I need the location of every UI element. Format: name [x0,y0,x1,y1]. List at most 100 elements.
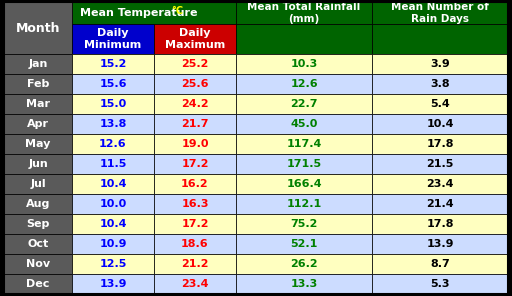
Text: 10.9: 10.9 [99,239,127,249]
Text: 24.2: 24.2 [181,99,209,109]
Bar [72,234,154,254]
Text: 16.2: 16.2 [181,179,209,189]
Bar [372,94,508,114]
Text: 17.2: 17.2 [181,159,209,169]
Bar [372,174,508,194]
Text: 10.3: 10.3 [290,59,317,69]
Text: Apr: Apr [27,119,49,129]
Bar [236,274,372,294]
Bar [154,154,236,174]
Bar [154,214,236,234]
Bar [4,2,72,54]
Text: 17.2: 17.2 [181,219,209,229]
Text: May: May [25,139,51,149]
Text: 13.9: 13.9 [99,279,127,289]
Bar [154,194,236,214]
Bar [72,214,154,234]
Text: 13.3: 13.3 [290,279,317,289]
Text: 12.6: 12.6 [290,79,318,89]
Bar [372,24,508,54]
Text: 17.8: 17.8 [426,139,454,149]
Bar [154,24,236,54]
Bar [4,194,72,214]
Text: 75.2: 75.2 [290,219,317,229]
Text: Feb: Feb [27,79,49,89]
Bar [372,274,508,294]
Bar [236,194,372,214]
Text: 10.0: 10.0 [99,199,126,209]
Bar [72,114,154,134]
Text: 21.5: 21.5 [426,159,454,169]
Bar [72,254,154,274]
Text: 21.4: 21.4 [426,199,454,209]
Text: 3.9: 3.9 [430,59,450,69]
Text: 10.4: 10.4 [426,119,454,129]
Bar [236,174,372,194]
Bar [236,254,372,274]
Text: 21.7: 21.7 [181,119,209,129]
Bar [236,94,372,114]
Bar [236,214,372,234]
Text: 10.4: 10.4 [99,219,127,229]
Text: 17.8: 17.8 [426,219,454,229]
Text: Sep: Sep [26,219,50,229]
Bar [372,214,508,234]
Text: 19.0: 19.0 [181,139,209,149]
Bar [154,254,236,274]
Text: 10.4: 10.4 [99,179,127,189]
Text: 25.6: 25.6 [181,79,209,89]
Text: 52.1: 52.1 [290,239,317,249]
Bar [236,114,372,134]
Bar [154,134,236,154]
Bar [72,54,154,74]
Text: 171.5: 171.5 [286,159,322,169]
Text: 15.2: 15.2 [99,59,126,69]
Text: Mar: Mar [26,99,50,109]
Bar [4,114,72,134]
Bar [236,24,372,54]
Bar [372,74,508,94]
Bar [4,254,72,274]
Bar [4,154,72,174]
Text: 15.0: 15.0 [99,99,126,109]
Text: Oct: Oct [27,239,49,249]
Bar [72,154,154,174]
Bar [72,24,154,54]
Text: 12.6: 12.6 [99,139,127,149]
Text: 12.5: 12.5 [99,259,126,269]
Text: Daily
Minimum: Daily Minimum [84,28,142,50]
Text: Jan: Jan [28,59,48,69]
Bar [236,234,372,254]
Bar [72,134,154,154]
Bar [154,234,236,254]
Bar [236,54,372,74]
Text: 23.4: 23.4 [181,279,209,289]
Bar [72,194,154,214]
Text: 112.1: 112.1 [286,199,322,209]
Text: Nov: Nov [26,259,50,269]
Bar [4,234,72,254]
Bar [72,274,154,294]
Text: 13.8: 13.8 [99,119,126,129]
Text: Jun: Jun [28,159,48,169]
Text: 21.2: 21.2 [181,259,209,269]
Bar [4,94,72,114]
Text: °C: °C [171,6,183,16]
Bar [372,114,508,134]
Bar [372,154,508,174]
Bar [72,94,154,114]
Text: Jul: Jul [30,179,46,189]
Bar [4,174,72,194]
Text: 5.4: 5.4 [430,99,450,109]
Text: 16.3: 16.3 [181,199,209,209]
Bar [4,134,72,154]
Bar [154,54,236,74]
Bar [236,134,372,154]
Bar [236,154,372,174]
Text: 23.4: 23.4 [426,179,454,189]
Bar [154,174,236,194]
Text: Dec: Dec [26,279,50,289]
Text: Month: Month [16,22,60,35]
Bar [4,214,72,234]
Bar [236,74,372,94]
